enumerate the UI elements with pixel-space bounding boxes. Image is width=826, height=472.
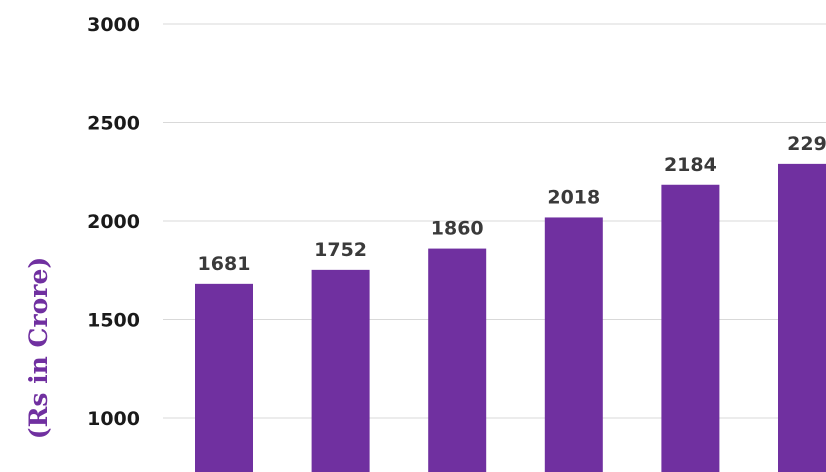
data-label-5: 2184: [664, 154, 717, 176]
data-label-3: 1860: [431, 218, 484, 240]
gridlines: [163, 23, 826, 419]
y-tick-label-1500: 1500: [87, 310, 140, 332]
bar-4: [544, 217, 603, 472]
y-tick-label-2000: 2000: [87, 211, 140, 233]
y-tick-label-1000: 1000: [87, 408, 140, 430]
y-tick-label-3000: 3000: [87, 14, 140, 36]
bar-1: [195, 283, 253, 472]
data-label-6: 229: [787, 133, 826, 155]
data-label-1: 1681: [198, 253, 251, 275]
bar-5: [661, 184, 720, 472]
bars: [195, 163, 826, 472]
bar-3: [428, 248, 487, 472]
bar-6: [778, 163, 826, 472]
y-axis-label: (Rs in Crore): [24, 257, 53, 439]
data-label-2: 1752: [314, 239, 367, 261]
data-labels: 1681 1752 1860 2018 2184 229: [198, 133, 826, 275]
bar-2: [311, 269, 370, 472]
data-label-4: 2018: [547, 186, 600, 208]
y-axis-ticks: 3000 2500 2000 1500 1000: [87, 14, 140, 430]
y-tick-label-2500: 2500: [87, 113, 140, 135]
